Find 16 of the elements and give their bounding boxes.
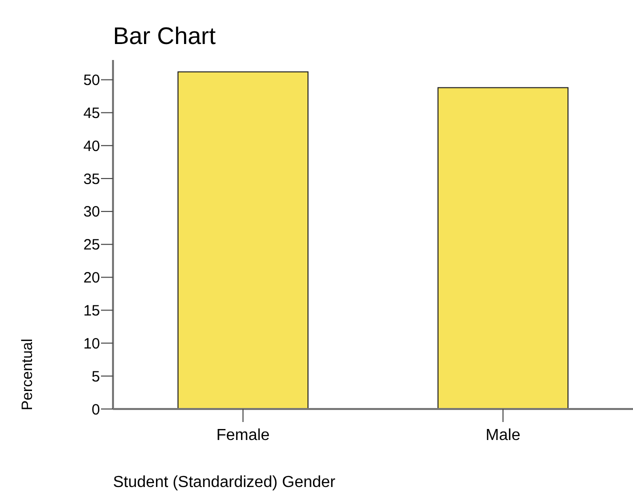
- y-tick-label: 25: [83, 236, 100, 254]
- x-tick-label: Male: [486, 427, 520, 444]
- y-axis-title: Percentual: [19, 338, 36, 410]
- x-axis-title: Student (Standardized) Gender: [113, 474, 336, 491]
- x-tick-label: Female: [216, 427, 270, 444]
- y-tick-label: 50: [83, 72, 100, 90]
- y-tick-label: 35: [83, 170, 100, 188]
- y-tick-label: 30: [83, 204, 100, 221]
- y-tick-label: 20: [83, 270, 100, 287]
- y-tick-label: 5: [92, 368, 100, 386]
- y-tick-label: 45: [83, 104, 100, 122]
- y-tick-label: 0: [92, 401, 100, 418]
- y-tick-label: 15: [83, 302, 100, 320]
- y-tick-label: 40: [83, 138, 100, 155]
- y-tick-label: 10: [83, 335, 100, 352]
- chart-title: Bar Chart: [113, 23, 216, 50]
